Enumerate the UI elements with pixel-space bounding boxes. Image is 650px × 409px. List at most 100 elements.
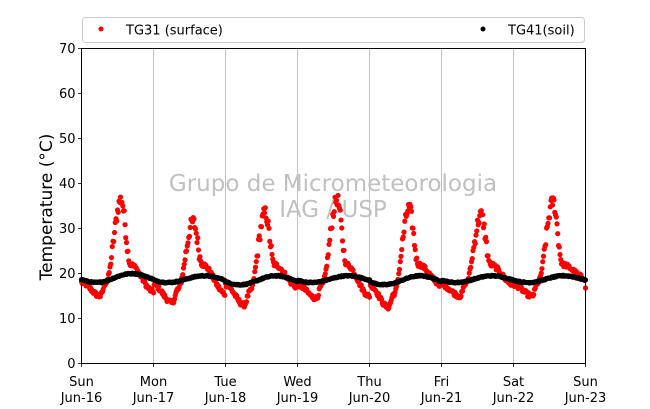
x-tick-label-day: Mon [140,375,167,390]
data-point [315,292,322,298]
y-tick-label: 0 [67,357,75,372]
data-point [330,213,337,220]
data-point [267,238,273,244]
data-point [481,221,487,227]
data-point [185,240,191,246]
x-tick-label-date: Jun-20 [348,391,391,406]
data-point [125,248,131,254]
data-point [545,220,551,227]
data-point [476,220,482,226]
data-point [468,264,474,270]
data-point [400,234,406,240]
data-point [194,239,200,246]
data-point [339,225,345,231]
x-axis: SunJun-16MonJun-17TueJun-18WedJun-19ThuJ… [60,363,607,406]
data-point [458,293,464,299]
data-point [551,197,557,203]
data-point [398,253,404,259]
data-point [331,209,337,215]
x-tick-label-date: Jun-16 [60,391,103,406]
data-point [553,214,559,220]
y-tick-label: 40 [59,177,76,192]
series-surface [78,192,589,312]
data-point [180,271,186,278]
x-tick-label-day: Tue [213,375,236,390]
data-point [243,299,250,305]
x-tick-label-day: Sun [573,375,598,390]
data-point [106,270,112,276]
y-tick-label: 10 [59,312,76,327]
data-point [555,231,561,237]
data-point [262,205,268,211]
data-point [483,239,490,245]
data-point [397,259,403,265]
data-point [402,218,408,224]
data-point [195,247,202,253]
data-point [108,254,115,261]
data-point [549,202,556,208]
data-point [258,224,265,230]
x-tick-label-date: Jun-17 [132,391,175,406]
data-point [408,204,414,210]
data-points [78,192,589,312]
data-point [557,251,563,258]
y-tick-label: 60 [59,87,76,102]
data-point [556,244,562,250]
x-tick-label-day: Sat [503,375,524,390]
data-point [182,257,188,263]
data-point [117,194,124,200]
data-point [531,291,537,298]
x-tick-label-day: Wed [283,375,311,390]
watermark: Grupo de Micrometeorologia IAG / USP [169,171,497,223]
data-point [245,293,251,299]
data-point [408,208,415,215]
legend-label-surface: TG31 (surface) [125,24,223,39]
x-tick-label-day: Thu [356,375,381,390]
data-point [337,207,343,213]
data-point [197,254,203,260]
data-point [366,294,373,300]
data-point [539,266,545,272]
data-point [111,229,118,236]
data-point [121,208,127,214]
legend: TG31 (surface) TG41(soil) [82,17,585,43]
data-point [540,259,546,265]
y-axis: 0 10 20 30 40 50 60 70 [59,42,82,372]
data-point [339,238,346,244]
data-point [543,242,549,248]
data-point [265,218,271,224]
data-point [187,224,193,231]
legend-label-soil: TG41(soil) [507,24,575,39]
x-tick-label-date: Jun-22 [492,391,535,406]
x-tick-label-date: Jun-18 [204,391,247,406]
data-point [459,288,466,294]
data-point [111,239,117,245]
x-tick-label-date: Jun-21 [420,391,463,406]
data-point [324,263,330,269]
data-point [333,197,340,203]
data-point [410,225,416,231]
data-point [485,253,491,259]
data-point [253,258,259,265]
y-tick-label: 20 [59,267,76,282]
data-point [341,247,347,254]
data-point [222,292,228,298]
x-tick-label-day: Sun [69,375,94,390]
x-tick-label-day: Fri [434,375,450,390]
data-point [546,215,553,221]
data-point [256,233,262,239]
data-point [540,253,547,259]
data-point [414,255,420,261]
data-point [181,261,187,267]
data-point [538,270,544,276]
data-point [474,228,480,234]
legend-marker-soil [480,26,486,32]
grid-lines [153,48,514,364]
data-point [114,218,120,224]
data-point [327,237,333,243]
x-tick-label-date: Jun-23 [564,391,607,406]
data-point [268,243,274,249]
data-point [257,237,263,243]
data-point [191,216,197,222]
